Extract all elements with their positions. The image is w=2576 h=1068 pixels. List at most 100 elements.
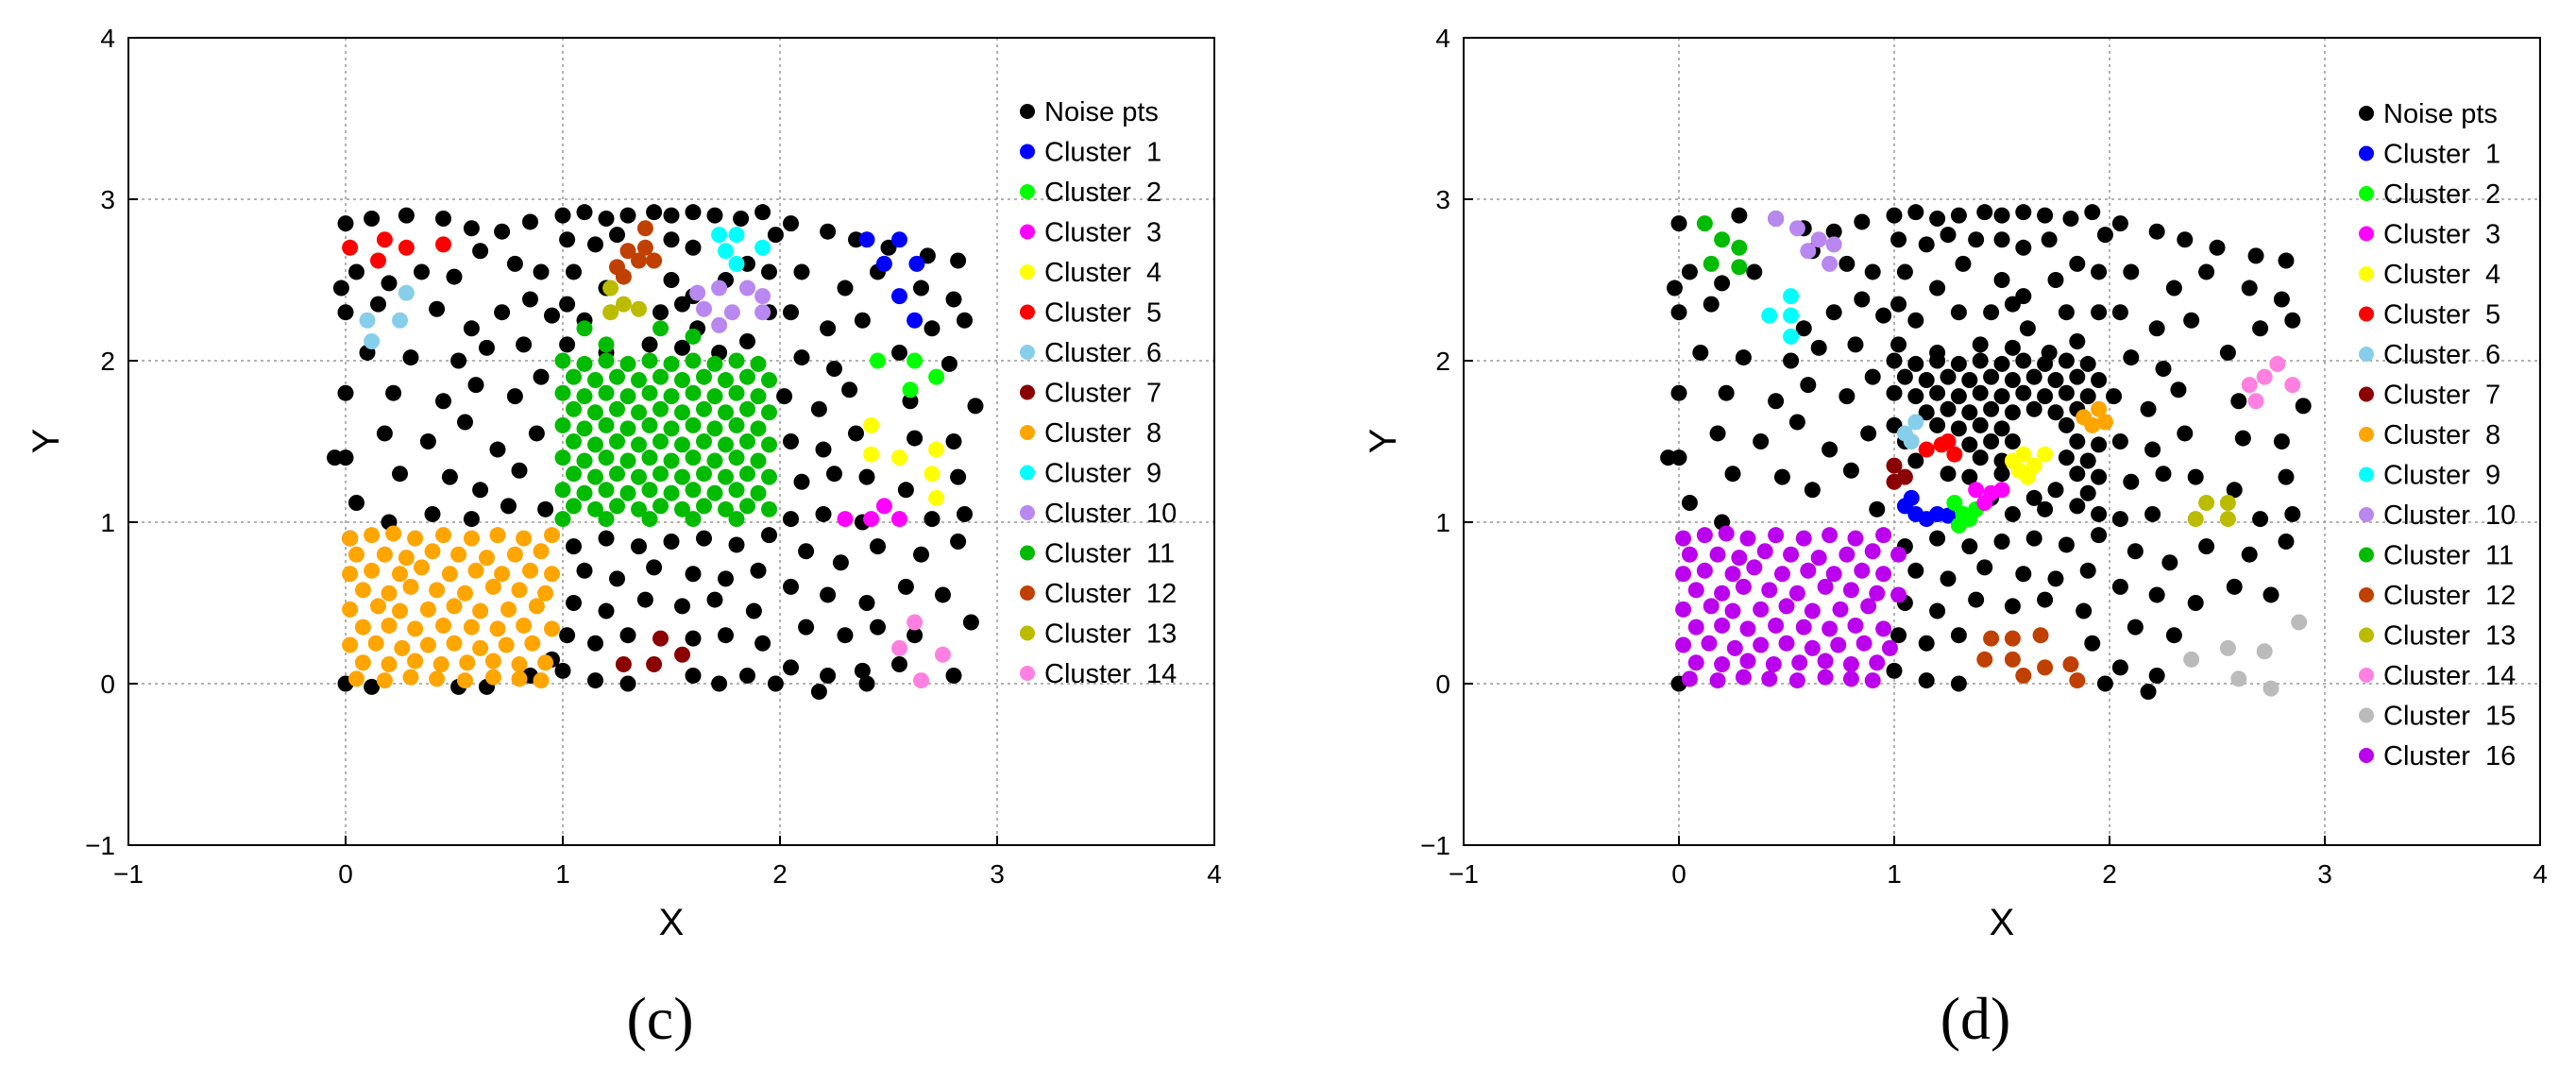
point-noise-pts xyxy=(1890,627,1907,644)
point-cluster-8 xyxy=(402,669,419,686)
point-cluster-8 xyxy=(479,550,495,567)
point-cluster-12 xyxy=(1983,630,2000,647)
point-cluster-8 xyxy=(342,530,359,547)
point-cluster-12 xyxy=(2004,651,2021,668)
point-noise-pts xyxy=(1993,534,2010,551)
point-noise-pts xyxy=(1681,494,1698,511)
point-noise-pts xyxy=(891,344,907,361)
point-cluster-10 xyxy=(1788,220,1805,237)
point-noise-pts xyxy=(1918,404,1935,421)
panel-d-y-axis-label: Y xyxy=(1363,429,1404,454)
point-noise-pts xyxy=(2041,231,2058,248)
point-noise-pts xyxy=(1854,291,1871,308)
panel-c-ticks: −1 0 1 2 3 4 −1 0 1 2 3 4 xyxy=(85,24,1222,889)
point-cluster-6 xyxy=(392,312,408,329)
point-noise-pts xyxy=(398,207,415,224)
point-noise-pts xyxy=(566,263,582,280)
point-cluster-11 xyxy=(598,511,615,528)
point-cluster-12 xyxy=(2015,667,2032,684)
point-cluster-4 xyxy=(2015,446,2032,463)
point-cluster-8 xyxy=(432,655,449,672)
point-noise-pts xyxy=(858,675,875,692)
point-noise-pts xyxy=(2247,247,2264,264)
point-noise-pts xyxy=(1864,368,1881,385)
point-noise-pts xyxy=(376,425,393,442)
point-cluster-11 xyxy=(587,404,603,421)
point-cluster-2 xyxy=(902,381,919,398)
point-noise-pts xyxy=(2015,384,2032,401)
point-cluster-8 xyxy=(500,601,517,618)
point-cluster-10 xyxy=(696,300,712,317)
point-noise-pts xyxy=(793,473,810,490)
point-noise-pts xyxy=(2091,505,2108,522)
point-cluster-10 xyxy=(1822,255,1839,272)
point-noise-pts xyxy=(435,211,451,228)
point-noise-pts xyxy=(1929,384,1946,401)
point-cluster-11 xyxy=(674,372,690,389)
point-noise-pts xyxy=(381,275,398,292)
x-tick-label: 4 xyxy=(2533,859,2548,889)
point-cluster-3 xyxy=(875,498,892,515)
point-cluster-3 xyxy=(891,511,907,528)
point-noise-pts xyxy=(2144,441,2161,458)
point-noise-pts xyxy=(2037,207,2054,224)
point-cluster-8 xyxy=(392,602,408,619)
point-noise-pts xyxy=(837,280,854,297)
point-cluster-8 xyxy=(354,619,371,636)
point-cluster-11 xyxy=(728,352,745,369)
legend-label: Cluster 3 xyxy=(2383,220,2500,250)
point-noise-pts xyxy=(1795,320,1812,337)
legend-marker xyxy=(1020,625,1035,641)
point-noise-pts xyxy=(2177,425,2194,442)
point-cluster-11 xyxy=(598,336,615,353)
point-noise-pts xyxy=(2025,530,2042,547)
point-cluster-11 xyxy=(652,433,669,449)
point-cluster-11 xyxy=(696,498,712,515)
point-noise-pts xyxy=(1753,433,1770,449)
point-noise-pts xyxy=(576,204,593,221)
point-cluster-11 xyxy=(685,511,702,528)
point-noise-pts xyxy=(1961,468,1978,485)
point-cluster-8 xyxy=(381,617,398,634)
point-noise-pts xyxy=(2091,372,2108,389)
point-cluster-8 xyxy=(435,527,451,544)
point-noise-pts xyxy=(446,268,463,285)
legend-marker xyxy=(2359,507,2374,522)
point-noise-pts xyxy=(1670,304,1687,321)
point-noise-pts xyxy=(858,595,875,611)
point-noise-pts xyxy=(1993,355,2010,372)
point-noise-pts xyxy=(1940,227,1957,244)
point-cluster-16 xyxy=(1856,635,1873,652)
point-noise-pts xyxy=(2004,505,2021,522)
point-cluster-4 xyxy=(891,449,907,466)
point-cluster-11 xyxy=(619,484,636,501)
panel-d: −1 0 1 2 3 4 −1 0 1 2 3 4 Noise pts Cluster 1 Cluster… xyxy=(1363,24,2548,1052)
point-noise-pts xyxy=(820,586,837,603)
point-noise-pts xyxy=(2096,227,2113,244)
panel-c-caption: (c) xyxy=(626,985,693,1052)
point-noise-pts xyxy=(1810,339,1827,356)
point-cluster-8 xyxy=(533,672,550,689)
point-cluster-16 xyxy=(1687,619,1704,636)
point-noise-pts xyxy=(2241,546,2258,563)
point-noise-pts xyxy=(767,675,784,692)
point-cluster-8 xyxy=(419,636,436,653)
point-noise-pts xyxy=(1950,207,1967,224)
point-noise-pts xyxy=(950,252,967,269)
point-noise-pts xyxy=(2111,659,2128,676)
point-noise-pts xyxy=(2127,619,2144,636)
point-cluster-11 xyxy=(706,420,723,437)
point-noise-pts xyxy=(2004,296,2021,313)
point-cluster-8 xyxy=(472,602,489,619)
point-noise-pts xyxy=(2091,304,2108,321)
point-cluster-11 xyxy=(652,466,669,483)
point-cluster-8 xyxy=(544,527,560,544)
point-cluster-16 xyxy=(1675,601,1692,618)
point-noise-pts xyxy=(450,352,467,369)
point-noise-pts xyxy=(429,300,446,317)
point-cluster-16 xyxy=(1847,617,1864,634)
point-cluster-4 xyxy=(928,441,945,458)
point-noise-pts xyxy=(2004,339,2021,356)
point-noise-pts xyxy=(2111,215,2128,232)
